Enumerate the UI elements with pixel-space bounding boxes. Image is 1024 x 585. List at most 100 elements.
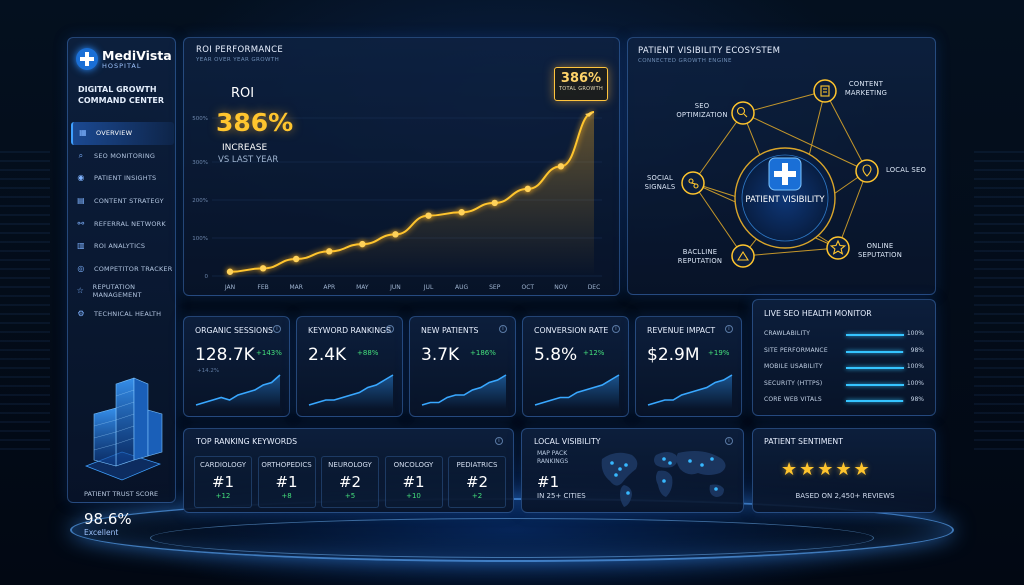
roi-performance-panel: 0 100% 200% 300% 500% JAN FEB MAR APR MAY JUN JUL AU… bbox=[183, 37, 620, 296]
sidebar-item-competitor-tracker[interactable]: ◎ COMPETITOR TRACKER bbox=[71, 258, 174, 281]
app-title: DIGITAL GROWTH COMMAND CENTER bbox=[78, 85, 165, 105]
keyword-card-oncology[interactable]: ONCOLOGY #1 +10 bbox=[384, 456, 443, 508]
top-keywords-panel: TOP RANKING KEYWORDS i CARDIOLOGY #1 +12 OR… bbox=[183, 428, 514, 513]
keyword-card-neurology[interactable]: NEUROLOGY #2 +5 bbox=[321, 456, 379, 508]
kpi-title: CONVERSION RATE bbox=[534, 326, 609, 335]
reviews-count: BASED ON 2,450+ REVIEWS bbox=[795, 492, 895, 500]
roi-data-point[interactable] bbox=[326, 248, 333, 255]
y-tick-label: 0 bbox=[205, 274, 209, 280]
patient-visibility-hub[interactable] bbox=[734, 147, 836, 249]
roi-data-point[interactable] bbox=[259, 265, 267, 272]
roi-data-point[interactable] bbox=[524, 185, 532, 193]
target-icon: ◎ bbox=[77, 263, 85, 273]
roi-value: 386% bbox=[216, 108, 294, 137]
roi-area bbox=[230, 111, 594, 276]
keyword-name: NEUROLOGY bbox=[328, 461, 372, 469]
search-icon: ⌕ bbox=[78, 150, 84, 160]
keyword-rank: #2 bbox=[338, 473, 362, 491]
roi-data-point[interactable] bbox=[292, 255, 300, 263]
health-row: SITE PERFORMANCE 98% bbox=[764, 347, 930, 357]
x-tick-label: OCT bbox=[522, 284, 535, 291]
eco-label-social: SOCIAL SIGNALS bbox=[644, 174, 676, 191]
content-node-icon[interactable] bbox=[813, 79, 837, 103]
sparkline-line bbox=[308, 374, 394, 406]
health-pct: 100% bbox=[906, 379, 924, 387]
sidebar-item-roi-analytics[interactable]: ▥ ROI ANALYTICS bbox=[71, 235, 174, 258]
x-tick-label: NOV bbox=[554, 284, 568, 291]
x-tick-label: FEB bbox=[257, 284, 268, 291]
center-medical-cross-icon bbox=[768, 157, 802, 191]
roi-data-point[interactable] bbox=[226, 268, 234, 275]
kpi-card-organic-sessions[interactable]: ORGANIC SESSIONS i 128.7K +143% +14.2% bbox=[183, 316, 290, 417]
health-bar-fill bbox=[846, 367, 904, 369]
network-icon: ⚯ bbox=[77, 218, 85, 228]
keyword-card-cardiology[interactable]: CARDIOLOGY #1 +12 bbox=[194, 456, 252, 508]
sidebar-item-label: REPUTATION MANAGEMENT bbox=[92, 283, 142, 300]
location-node-icon[interactable] bbox=[855, 159, 879, 183]
kpi-card-revenue-impact[interactable]: REVENUE IMPACT i $2.9M +19% bbox=[635, 316, 742, 417]
health-pct: 98% bbox=[910, 346, 924, 354]
kpi-card-keyword-rankings[interactable]: KEYWORD RANKINGS i 2.4K +88% bbox=[296, 316, 403, 417]
sidebar-item-reputation-management[interactable]: ☆ REPUTATION MANAGEMENT bbox=[71, 280, 174, 303]
roi-data-point[interactable] bbox=[491, 199, 498, 207]
seo-node-icon[interactable] bbox=[731, 101, 755, 125]
sidebar-item-referral-network[interactable]: ⚯ REFERRAL NETWORK bbox=[71, 212, 174, 235]
info-icon[interactable]: i bbox=[725, 437, 733, 445]
sidebar-item-technical-health[interactable]: ⚙ TECHNICAL HEALTH bbox=[71, 303, 174, 326]
sparkline-line bbox=[534, 374, 620, 406]
info-icon[interactable]: i bbox=[495, 437, 503, 445]
health-label: SECURITY (HTTPS) bbox=[764, 379, 823, 387]
info-icon[interactable]: i bbox=[499, 325, 507, 333]
roi-data-point[interactable] bbox=[557, 163, 565, 170]
y-tick-label: 300% bbox=[192, 160, 208, 166]
info-icon[interactable]: i bbox=[273, 325, 281, 333]
roi-label: ROI bbox=[231, 86, 255, 101]
kpi-value: 3.7K bbox=[421, 345, 460, 365]
health-label: CORE WEB VITALS bbox=[764, 396, 822, 403]
keyword-card-pediatrics[interactable]: PEDIATRICS #2 +2 bbox=[448, 456, 506, 508]
sidebar-item-content-strategy[interactable]: ▤ CONTENT STRATEGY bbox=[71, 190, 174, 213]
sparkline-line bbox=[647, 374, 733, 406]
x-tick-label: APR bbox=[323, 284, 335, 291]
patient-sentiment-panel: PATIENT SENTIMENT ★★★★★ BASED ON 2,450+ … bbox=[752, 428, 936, 513]
info-icon[interactable]: i bbox=[612, 325, 620, 333]
sidebar-item-overview[interactable]: ▦ OVERVIEW bbox=[71, 122, 174, 145]
reputation-node-icon[interactable] bbox=[826, 236, 850, 260]
kpi-card-new-patients[interactable]: NEW PATIENTS i 3.7K +186% bbox=[409, 316, 516, 417]
kpi-value: $2.9M bbox=[647, 345, 700, 365]
keyword-card-orthopedics[interactable]: ORTHOPEDICS #1 +8 bbox=[257, 456, 316, 508]
x-tick-label: SEP bbox=[489, 284, 501, 291]
info-icon[interactable]: i bbox=[725, 325, 733, 333]
roi-data-point[interactable] bbox=[359, 240, 366, 248]
world-map bbox=[601, 451, 726, 507]
roi-data-point[interactable] bbox=[425, 212, 432, 219]
keyword-delta: +2 bbox=[471, 492, 483, 500]
document-icon: ▤ bbox=[77, 196, 85, 206]
callout-value: 386% bbox=[560, 71, 602, 86]
health-bar bbox=[846, 383, 904, 386]
kpi-sparkline bbox=[647, 374, 733, 409]
roi-data-point[interactable] bbox=[458, 209, 465, 216]
y-tick-label: 200% bbox=[192, 198, 208, 204]
kpi-delta: +186% bbox=[470, 349, 496, 357]
roi-data-point[interactable] bbox=[392, 231, 399, 238]
callout-label: TOTAL GROWTH bbox=[558, 86, 604, 92]
sidebar-item-label: CONTENT STRATEGY bbox=[94, 197, 164, 206]
map-pack-rank: #1 bbox=[537, 473, 560, 491]
roi-vs-label: VS LAST YEAR bbox=[218, 155, 279, 165]
x-tick-label: DEC bbox=[588, 284, 601, 291]
backlink-node-icon[interactable] bbox=[731, 244, 755, 268]
seo-health-panel: LIVE SEO HEALTH MONITOR CRAWLABILITY 100%… bbox=[752, 299, 936, 416]
kpi-extra: +14.2% bbox=[197, 368, 220, 374]
sidebar-item-patient-insights[interactable]: ◉ PATIENT INSIGHTS bbox=[71, 167, 174, 190]
ecosystem-title: PATIENT VISIBILITY ECOSYSTEM bbox=[638, 46, 781, 56]
sidebar-nav: ▦ OVERVIEW ⌕ SEO MONITORING ◉ PATIENT INSIGHT… bbox=[71, 122, 174, 325]
info-icon[interactable]: i bbox=[386, 325, 394, 333]
sidebar-item-seo-monitoring[interactable]: ⌕ SEO MONITORING bbox=[71, 145, 174, 168]
brand-logo[interactable]: MediVista HOSPITAL bbox=[76, 48, 172, 70]
hospital-building-illustration bbox=[85, 377, 163, 481]
roi-increase-label: INCREASE bbox=[222, 143, 268, 153]
grid-icon: ▦ bbox=[79, 128, 87, 138]
x-tick-label: MAY bbox=[356, 284, 369, 291]
kpi-card-conversion-rate[interactable]: CONVERSION RATE i 5.8% +12% bbox=[522, 316, 629, 417]
